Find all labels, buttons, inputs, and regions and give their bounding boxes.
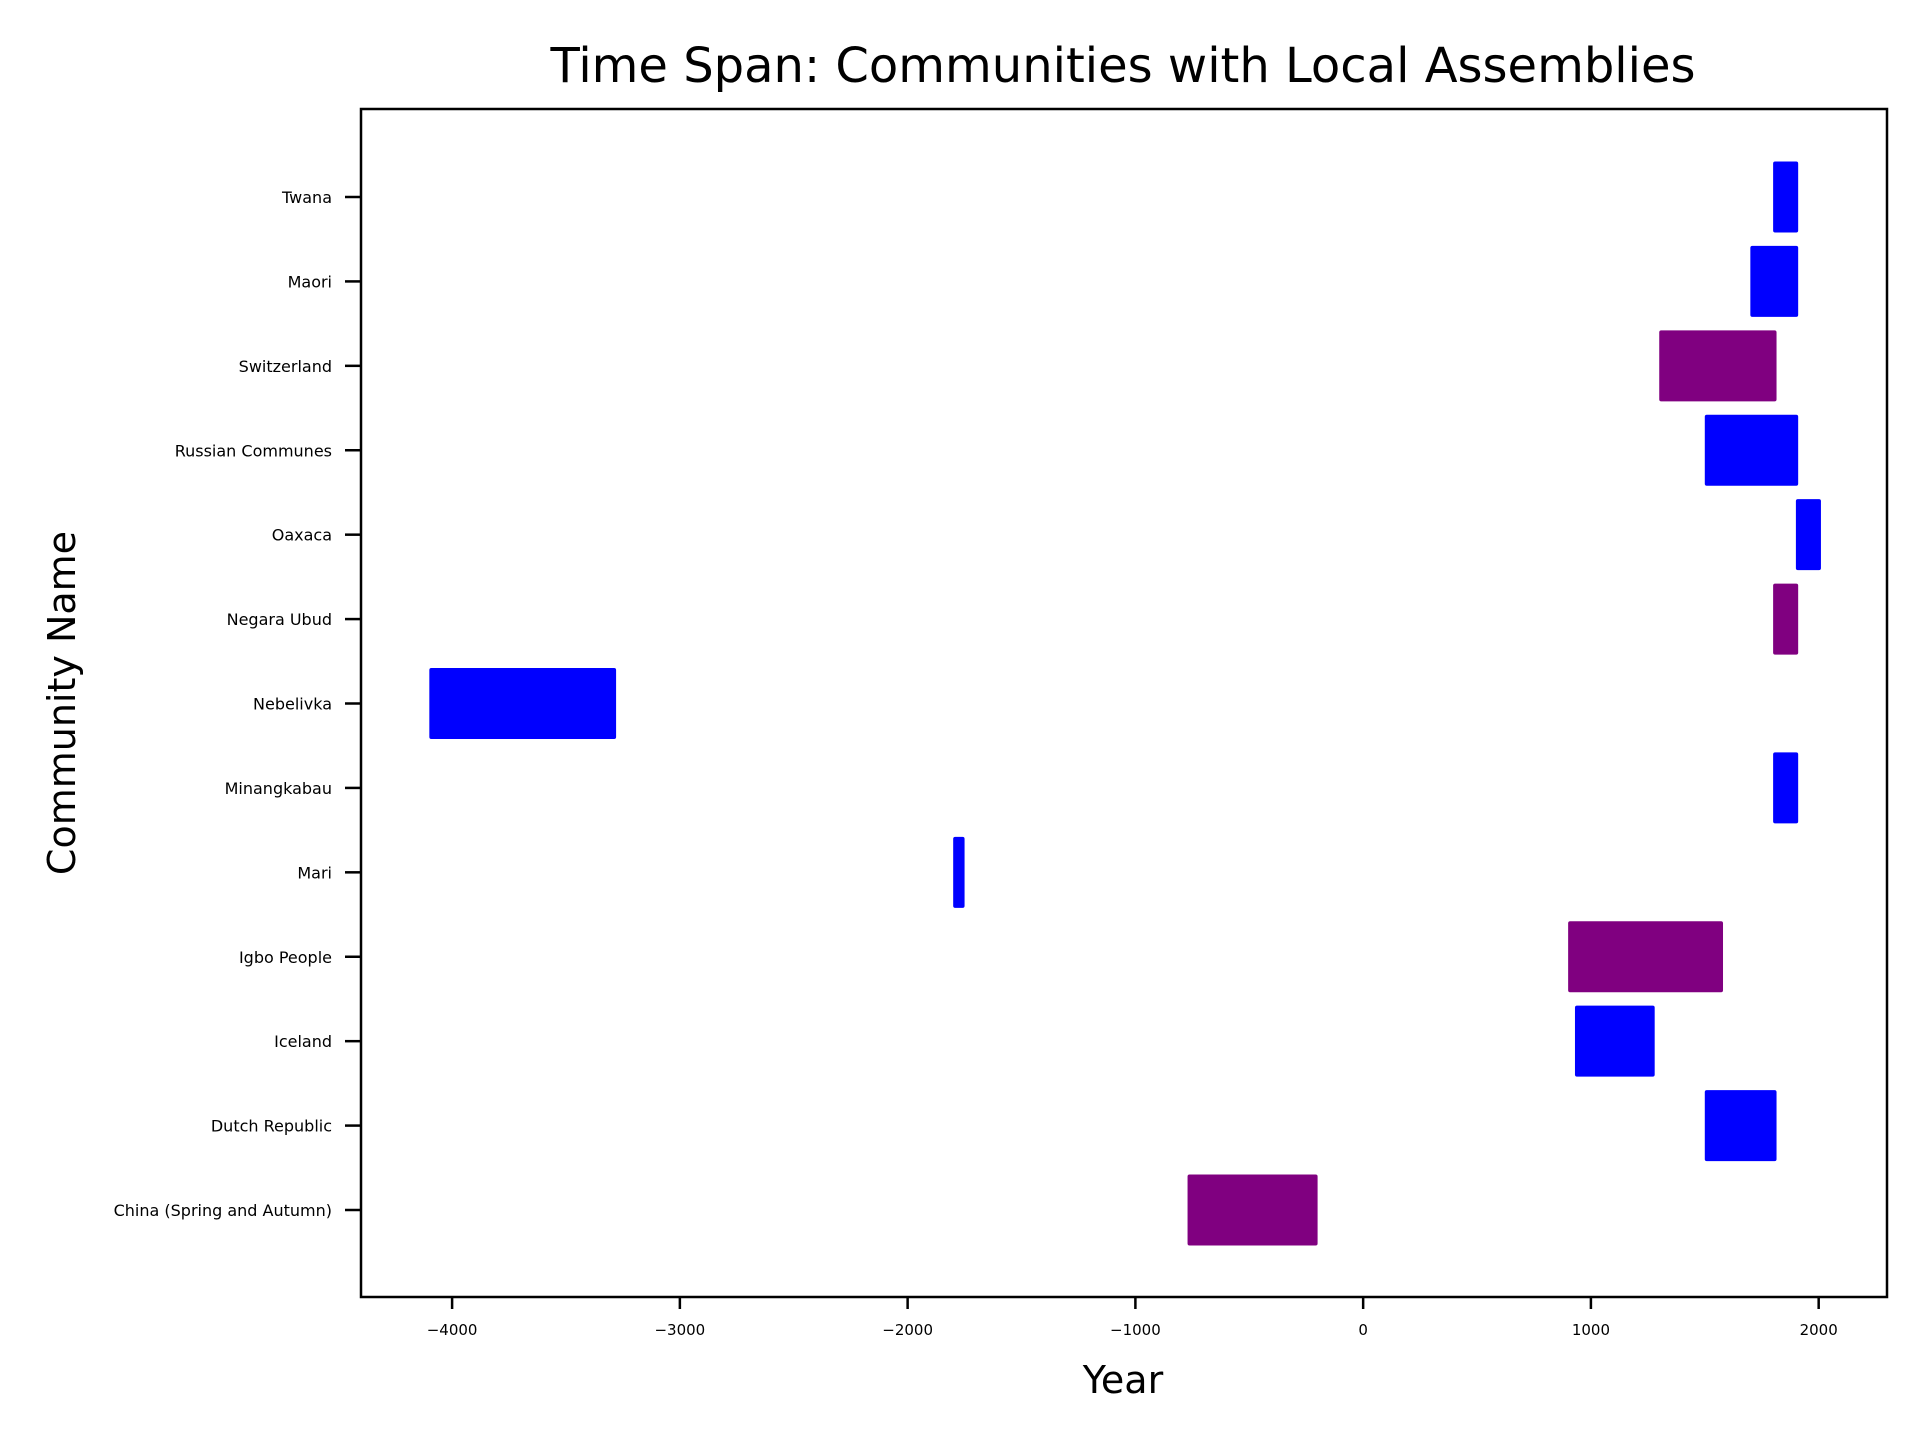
y-tick-label: Iceland [274,1032,332,1051]
x-tick-label: −4000 [427,1321,478,1339]
bar-12 [1773,161,1799,233]
x-tick-label: 0 [1358,1321,1368,1339]
bar-8 [1795,499,1821,571]
bar-9 [1704,414,1799,486]
bar-4 [953,836,965,908]
bar-7 [1773,583,1799,655]
x-tick-label: −3000 [654,1321,705,1339]
x-tick-label: −1000 [1110,1321,1161,1339]
x-axis-label: Year [1082,1358,1164,1402]
bar-0 [1187,1174,1318,1246]
x-tick-label: 2000 [1800,1321,1838,1339]
y-tick-label: Negara Ubud [227,610,332,629]
y-tick-label: China (Spring and Autumn) [114,1201,332,1220]
bar-6 [429,668,617,739]
y-tick-label: Dutch Republic [211,1117,332,1136]
y-tick-label: Nebelivka [253,695,332,714]
y-tick-label: Twana [281,188,332,207]
y-axis: China (Spring and Autumn) Dutch Republic I… [114,188,361,1220]
bar-5 [1773,752,1799,824]
x-axis: −4000 −3000 −2000 −1000 0 1000 2000 [427,1297,1838,1339]
y-axis-label: Community Name [40,531,84,875]
chart-title: Time Span: Communities with Local Assemb… [549,38,1695,94]
y-tick-label: Maori [288,272,332,291]
bar-11 [1750,245,1799,317]
bar-2 [1574,1005,1655,1077]
x-tick-label: −2000 [882,1321,933,1339]
bar-3 [1568,921,1724,993]
bar-1 [1704,1090,1777,1162]
y-tick-label: Oaxaca [272,526,332,545]
x-tick-label: 1000 [1572,1321,1610,1339]
bars-group [429,161,1821,1246]
bar-10 [1659,330,1777,402]
y-tick-label: Igbo People [239,948,332,967]
y-tick-label: Minangkabau [225,779,332,798]
y-tick-label: Mari [297,863,332,882]
y-tick-label: Switzerland [239,357,332,376]
y-tick-label: Russian Communes [175,441,332,460]
